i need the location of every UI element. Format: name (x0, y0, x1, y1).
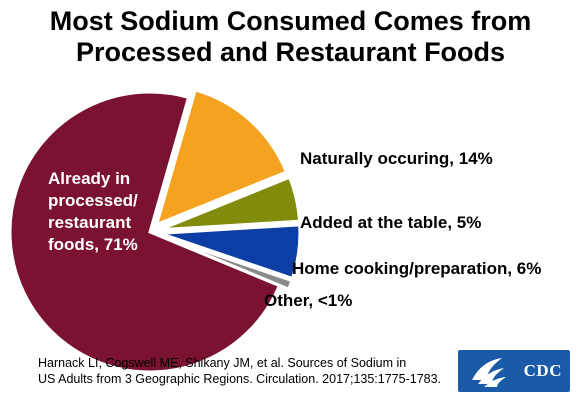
citation-line-2: US Adults from 3 Geographic Regions. Cir… (38, 372, 442, 386)
slice-label-0-line-3: foods, 71% (48, 235, 138, 254)
slice-label-0-line-1: processed/ (48, 191, 138, 210)
slice-label-2: Added at the table, 5% (300, 213, 481, 232)
slice-label-2-line-0: Added at the table, 5% (300, 213, 481, 232)
hhs-eagle-icon (472, 358, 506, 387)
pie-slice-4 (158, 234, 294, 292)
slice-label-0-line-0: Already in (48, 169, 130, 188)
slice-label-0: Already in processed/restaurant foods, 71% (48, 169, 138, 254)
slice-label-4: Other, <1% (264, 291, 352, 310)
slice-label-1-line-0: Naturally occuring, 14% (300, 149, 493, 168)
chart-title-line-2: Processed and Restaurant Foods (75, 37, 506, 67)
cdc-logo-text: CDC (523, 361, 562, 380)
chart-title-line-1: Most Sodium Consumed Comes from (49, 6, 532, 36)
chart-title: Most Sodium Consumed Comes from Processe… (0, 6, 581, 68)
slice-label-0-line-2: restaurant (48, 213, 131, 232)
pie-slice-2 (159, 175, 302, 232)
slice-label-3: Home cooking/preparation, 6% (292, 259, 541, 278)
pie-slice-3 (159, 223, 302, 281)
citation: Harnack LI, Cogswell ME, Shikany JM, et … (38, 355, 458, 387)
slice-label-3-line-0: Home cooking/preparation, 6% (292, 259, 541, 278)
slice-label-4-line-0: Other, <1% (264, 291, 352, 310)
pie-slice-1 (154, 88, 289, 228)
pie-slice-0 (8, 90, 282, 374)
cdc-logo: CDC (458, 350, 570, 392)
citation-line-1: Harnack LI, Cogswell ME, Shikany JM, et … (38, 356, 407, 370)
slice-label-1: Naturally occuring, 14% (300, 149, 493, 168)
